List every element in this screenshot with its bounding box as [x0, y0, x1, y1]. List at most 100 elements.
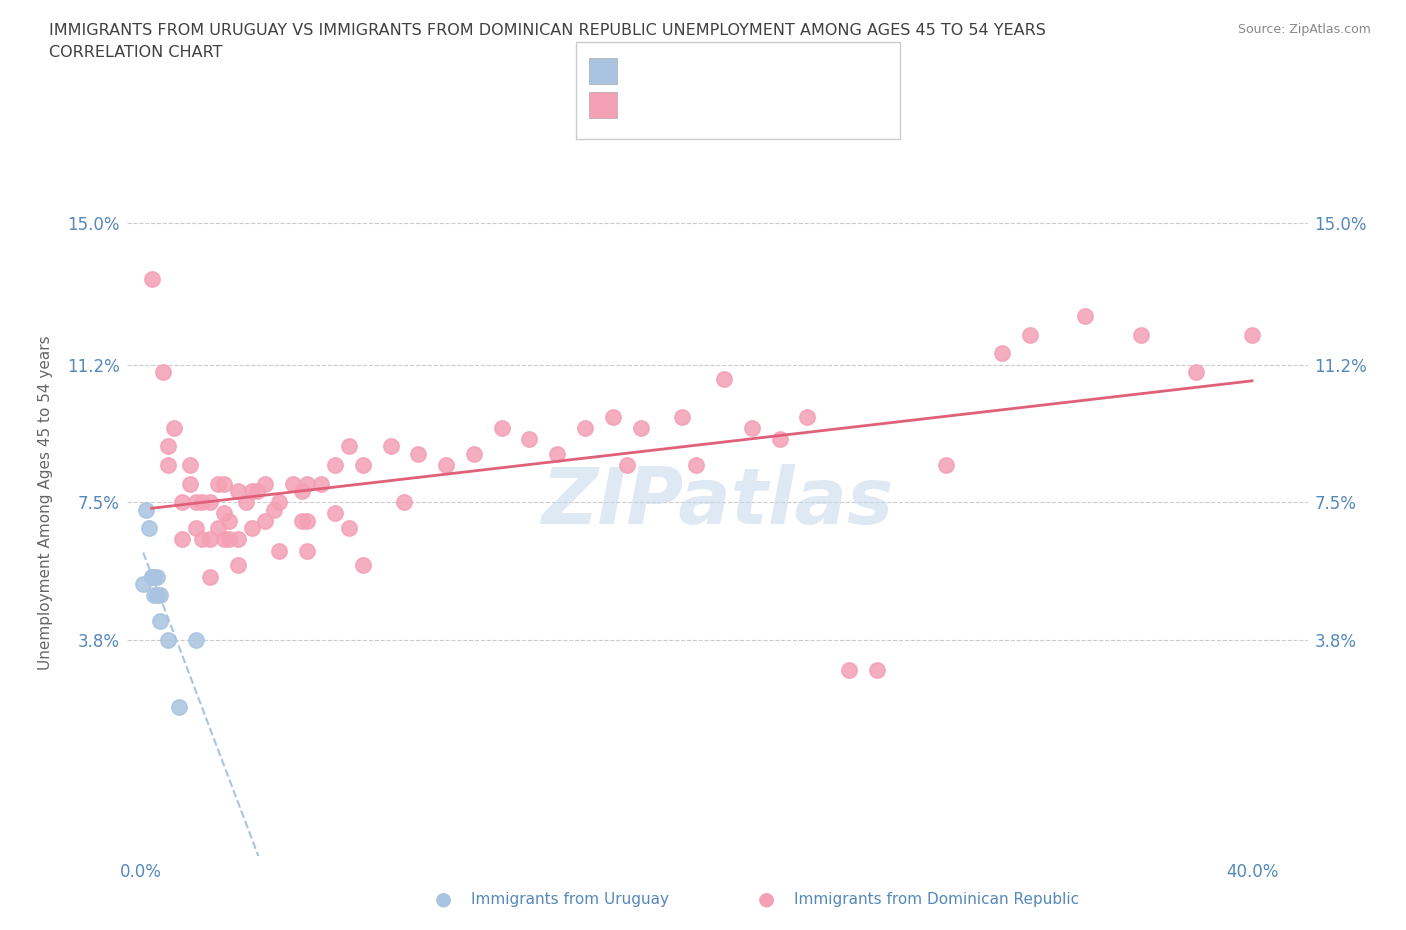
Point — [574, 420, 596, 435]
Point — [138, 521, 160, 536]
Point — [768, 432, 790, 446]
Point — [141, 569, 163, 584]
Point — [246, 484, 269, 498]
Y-axis label: Unemployment Among Ages 45 to 54 years: Unemployment Among Ages 45 to 54 years — [38, 335, 53, 670]
Point — [602, 409, 624, 424]
Point — [198, 532, 221, 547]
Point — [146, 588, 169, 603]
Point — [179, 476, 201, 491]
Text: Immigrants from Dominican Republic: Immigrants from Dominican Republic — [794, 892, 1080, 907]
Point — [685, 458, 707, 472]
Point — [1240, 327, 1263, 342]
Point — [519, 432, 541, 446]
Point — [295, 513, 318, 528]
Point — [184, 632, 207, 647]
Text: ZIPatlas: ZIPatlas — [541, 464, 893, 540]
Point — [235, 495, 257, 510]
Point — [408, 446, 430, 461]
Point — [323, 506, 346, 521]
Point — [135, 502, 157, 517]
Point — [269, 543, 291, 558]
Point — [291, 484, 314, 498]
Point — [226, 532, 249, 547]
Point — [149, 588, 172, 603]
Text: IMMIGRANTS FROM URUGUAY VS IMMIGRANTS FROM DOMINICAN REPUBLIC UNEMPLOYMENT AMONG: IMMIGRANTS FROM URUGUAY VS IMMIGRANTS FR… — [49, 23, 1046, 38]
Point — [546, 446, 568, 461]
Point — [184, 495, 207, 510]
Point — [212, 476, 235, 491]
Point — [149, 614, 172, 629]
Point — [157, 632, 180, 647]
Point — [146, 569, 169, 584]
Point — [198, 569, 221, 584]
Point — [157, 439, 180, 454]
Point — [269, 495, 291, 510]
Point — [218, 513, 240, 528]
Point — [179, 458, 201, 472]
Text: ●: ● — [758, 890, 775, 909]
Text: Source: ZipAtlas.com: Source: ZipAtlas.com — [1237, 23, 1371, 36]
Text: ●: ● — [434, 890, 451, 909]
Point — [172, 495, 194, 510]
Point — [1129, 327, 1152, 342]
Point — [935, 458, 957, 472]
Point — [1185, 365, 1208, 379]
Point — [254, 513, 277, 528]
Point — [323, 458, 346, 472]
Point — [226, 558, 249, 573]
Point — [838, 662, 860, 677]
Point — [352, 558, 374, 573]
Point — [671, 409, 693, 424]
Point — [866, 662, 889, 677]
Text: R =  0.541    N = 80: R = 0.541 N = 80 — [628, 98, 796, 116]
Point — [380, 439, 402, 454]
Point — [132, 577, 155, 591]
Point — [295, 476, 318, 491]
Point — [337, 521, 360, 536]
Point — [491, 420, 513, 435]
Point — [630, 420, 652, 435]
Point — [309, 476, 332, 491]
Point — [352, 458, 374, 472]
Point — [295, 543, 318, 558]
Point — [1074, 309, 1097, 324]
Point — [434, 458, 457, 472]
Text: Immigrants from Uruguay: Immigrants from Uruguay — [471, 892, 669, 907]
Point — [212, 506, 235, 521]
Point — [240, 484, 263, 498]
Point — [226, 484, 249, 498]
Point — [143, 588, 166, 603]
Point — [991, 346, 1014, 361]
Text: CORRELATION CHART: CORRELATION CHART — [49, 45, 222, 60]
Point — [152, 365, 174, 379]
Point — [212, 532, 235, 547]
Point — [143, 569, 166, 584]
Point — [169, 699, 191, 714]
Point — [218, 532, 240, 547]
Point — [337, 439, 360, 454]
Point — [157, 458, 180, 472]
Point — [463, 446, 485, 461]
Point — [207, 476, 229, 491]
Point — [184, 521, 207, 536]
Point — [616, 458, 638, 472]
Point — [163, 420, 186, 435]
Point — [1018, 327, 1040, 342]
Point — [713, 372, 735, 387]
Point — [190, 532, 212, 547]
Point — [207, 521, 229, 536]
Point — [190, 495, 212, 510]
Point — [254, 476, 277, 491]
Point — [796, 409, 818, 424]
Point — [198, 495, 221, 510]
Point — [141, 569, 163, 584]
Point — [263, 502, 285, 517]
Point — [141, 272, 163, 286]
Point — [283, 476, 305, 491]
Point — [291, 513, 314, 528]
Point — [240, 521, 263, 536]
Text: R = -0.090    N = 13: R = -0.090 N = 13 — [628, 63, 797, 82]
Point — [394, 495, 416, 510]
Point — [741, 420, 763, 435]
Point — [172, 532, 194, 547]
